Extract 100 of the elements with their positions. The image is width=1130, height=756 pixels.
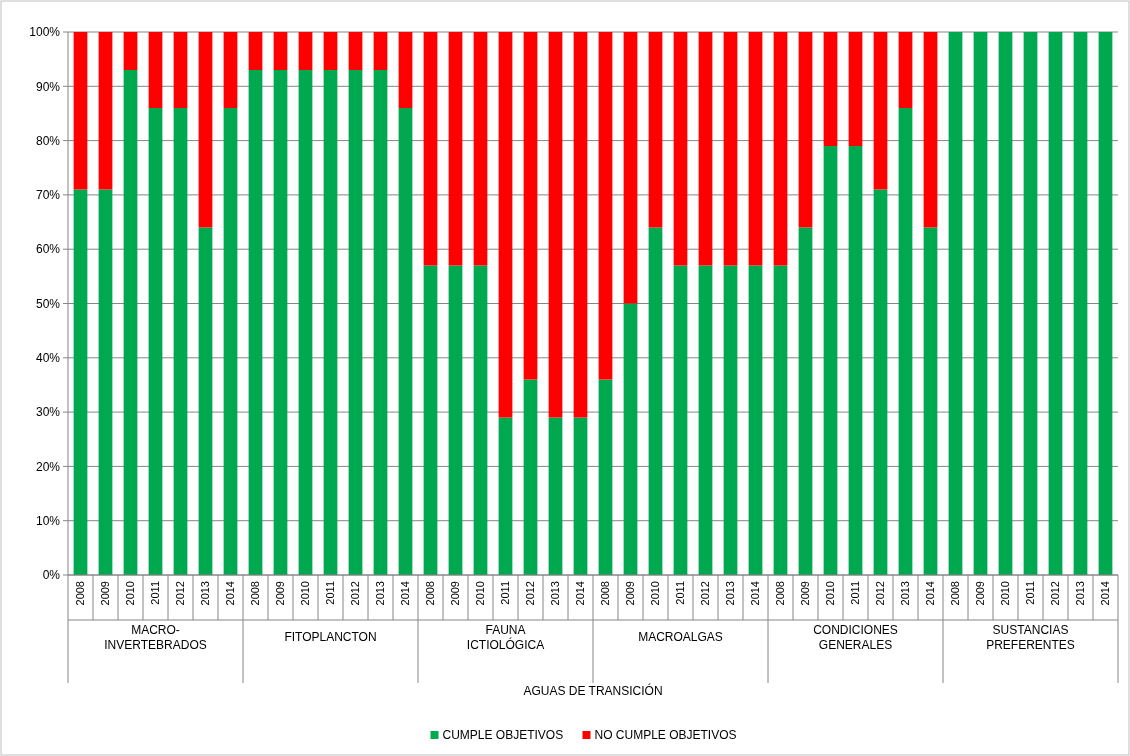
bar bbox=[873, 32, 888, 190]
y-tick-label: 30% bbox=[35, 405, 61, 420]
bar bbox=[848, 146, 863, 575]
legend-label: CUMPLE OBJETIVOS bbox=[442, 728, 564, 743]
x-tick-label: 2013 bbox=[374, 581, 387, 606]
bar bbox=[248, 70, 263, 575]
x-tick-label: 2010 bbox=[649, 581, 662, 606]
text: AGUAS DE TRANSICIÓN bbox=[523, 683, 663, 698]
x-tick-label: 2008 bbox=[249, 581, 262, 606]
x-tick-label: 2014 bbox=[574, 581, 587, 606]
bar bbox=[1048, 32, 1063, 575]
x-tick-label: 2013 bbox=[1074, 581, 1087, 606]
x-tick-label: 2009 bbox=[624, 581, 637, 606]
bar bbox=[548, 32, 563, 418]
bar bbox=[623, 32, 638, 304]
x-tick-label: 2011 bbox=[674, 581, 687, 605]
x-tick-label: 2014 bbox=[749, 581, 762, 606]
bar bbox=[348, 70, 363, 575]
bar bbox=[698, 32, 713, 266]
bar bbox=[673, 32, 688, 266]
y-tick-label: 20% bbox=[35, 459, 61, 474]
bar bbox=[298, 70, 313, 575]
bar bbox=[598, 32, 613, 380]
x-tick-label: 2008 bbox=[74, 581, 87, 606]
x-tick-label: 2009 bbox=[974, 581, 987, 606]
bar bbox=[223, 108, 238, 575]
bar bbox=[698, 265, 713, 575]
y-tick-label: 10% bbox=[35, 513, 61, 528]
text: FITOPLANCTON bbox=[284, 630, 377, 644]
bar bbox=[848, 32, 863, 147]
y-tick-label: 80% bbox=[35, 133, 61, 148]
x-tick-label: 2014 bbox=[1099, 581, 1112, 606]
bar bbox=[323, 70, 338, 575]
bar bbox=[673, 265, 688, 575]
bar bbox=[573, 417, 588, 575]
bar bbox=[873, 189, 888, 575]
bar bbox=[298, 32, 313, 71]
bar bbox=[473, 265, 488, 575]
bar bbox=[248, 32, 263, 71]
x-tick-label: 2013 bbox=[724, 581, 737, 606]
x-tick-label: 2011 bbox=[849, 581, 862, 605]
bar bbox=[748, 32, 763, 266]
y-tick-label: 90% bbox=[35, 79, 61, 94]
x-tick-label: 2011 bbox=[499, 581, 512, 605]
bar bbox=[148, 32, 163, 109]
bar bbox=[723, 32, 738, 266]
bar bbox=[323, 32, 338, 71]
bar bbox=[423, 265, 438, 575]
x-tick-label: 2008 bbox=[599, 581, 612, 606]
bar bbox=[773, 265, 788, 575]
bar bbox=[648, 32, 663, 228]
bar bbox=[348, 32, 363, 71]
bar bbox=[923, 32, 938, 228]
y-tick-label: 100% bbox=[29, 25, 61, 40]
text: FAUNA ICTIOLÓGICA bbox=[466, 623, 545, 652]
y-tick-label: 0% bbox=[42, 568, 61, 583]
x-tick-label: 2014 bbox=[924, 581, 937, 606]
bar bbox=[1073, 32, 1088, 575]
bar bbox=[998, 32, 1013, 575]
bar bbox=[773, 32, 788, 266]
bar bbox=[523, 32, 538, 380]
bar bbox=[498, 32, 513, 418]
bar bbox=[648, 227, 663, 575]
bar bbox=[73, 189, 88, 575]
x-tick-label: 2008 bbox=[774, 581, 787, 606]
x-tick-label: 2014 bbox=[224, 581, 237, 606]
bar bbox=[398, 108, 413, 575]
bar bbox=[198, 227, 213, 575]
x-tick-label: 2010 bbox=[474, 581, 487, 606]
bar bbox=[898, 108, 913, 575]
x-tick-label: 2012 bbox=[699, 581, 712, 606]
bar bbox=[423, 32, 438, 266]
x-tick-label: 2009 bbox=[99, 581, 112, 606]
text: MACROALGAS bbox=[638, 630, 723, 644]
x-tick-label: 2009 bbox=[799, 581, 812, 606]
bar bbox=[223, 32, 238, 109]
bar bbox=[373, 70, 388, 575]
x-tick-label: 2010 bbox=[299, 581, 312, 606]
bar bbox=[973, 32, 988, 575]
bar bbox=[1098, 32, 1113, 575]
bar bbox=[823, 146, 838, 575]
bar bbox=[1023, 32, 1038, 575]
x-tick-label: 2014 bbox=[399, 581, 412, 606]
bar bbox=[123, 70, 138, 575]
bar bbox=[748, 265, 763, 575]
bar bbox=[498, 417, 513, 575]
x-tick-label: 2012 bbox=[874, 581, 887, 606]
bar bbox=[473, 32, 488, 266]
bar bbox=[823, 32, 838, 147]
x-tick-label: 2010 bbox=[824, 581, 837, 606]
bar bbox=[798, 227, 813, 575]
bar bbox=[398, 32, 413, 109]
text: CONDICIONES GENERALES bbox=[813, 623, 898, 652]
bar bbox=[948, 32, 963, 575]
text: MACRO- INVERTEBRADOS bbox=[104, 623, 207, 652]
x-tick-label: 2012 bbox=[174, 581, 187, 606]
y-tick-label: 40% bbox=[35, 351, 61, 365]
x-tick-label: 2010 bbox=[124, 581, 137, 606]
x-tick-label: 2013 bbox=[549, 581, 562, 606]
bar bbox=[73, 32, 88, 190]
